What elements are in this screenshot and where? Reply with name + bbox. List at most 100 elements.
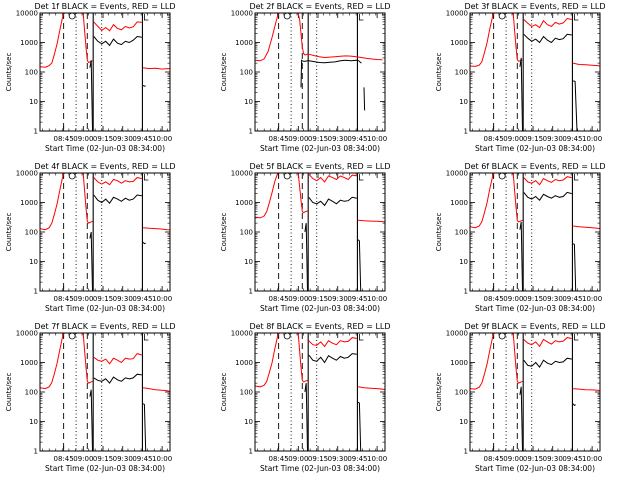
- panel-det-1: Det 1f BLACK = Events, RED = LLD Counts/s…: [0, 0, 200, 160]
- y-tick-label: 1: [464, 128, 468, 136]
- series-line-lld: [93, 177, 142, 186]
- x-tick-label: 10:00: [367, 295, 387, 303]
- axes: [40, 172, 170, 292]
- plot-frame: [469, 172, 601, 292]
- bracket-icon: [573, 334, 579, 341]
- series-line-lld: [143, 67, 170, 70]
- x-axis-label: Start Time (02-Jun-03 08:34:00): [45, 464, 165, 473]
- series-line-lld: [93, 353, 142, 365]
- x-tick-label: 10:00: [582, 455, 602, 463]
- y-tick-label: 100: [25, 389, 38, 397]
- panel-det-7: Det 7f BLACK = Events, RED = LLD Counts/s…: [0, 320, 200, 480]
- series-line-events: [93, 194, 142, 204]
- y-axis-label: Counts/sec: [220, 213, 228, 252]
- plot-frame: [39, 12, 171, 132]
- series-line-lld: [143, 387, 170, 392]
- y-tick-label: 1: [34, 448, 38, 456]
- chart-title: Det 7f BLACK = Events, RED = LLD: [34, 322, 175, 331]
- series-line-events: [304, 383, 308, 451]
- x-tick-label: 09:30: [328, 135, 348, 143]
- y-tick-label: 100: [240, 229, 253, 237]
- x-tick-label: 09:00: [73, 455, 93, 463]
- x-tick-label: 09:00: [288, 135, 308, 143]
- panel-det-4: Det 4f BLACK = Events, RED = LLD Counts/s…: [0, 160, 200, 320]
- series-line-events: [519, 386, 523, 451]
- x-tick-label: 09:45: [347, 135, 367, 143]
- x-axis-label: Start Time (02-Jun-03 08:34:00): [45, 144, 165, 153]
- x-tick-label: 08:45: [269, 135, 289, 143]
- x-tick-label: 09:15: [523, 455, 543, 463]
- y-tick-label: 100: [25, 229, 38, 237]
- series-line-events: [363, 87, 366, 111]
- x-axis-label: Start Time (02-Jun-03 08:34:00): [260, 304, 380, 313]
- y-tick-label: 1000: [20, 199, 38, 207]
- x-tick-label: 10:00: [582, 135, 602, 143]
- series-line-lld: [523, 17, 572, 29]
- series-line-events: [572, 403, 576, 407]
- x-tick-label: 09:30: [113, 455, 133, 463]
- bracket-icon: [143, 14, 149, 21]
- series-line-lld: [470, 13, 523, 67]
- y-axis-label: Counts/sec: [435, 213, 443, 252]
- y-tick-label: 1: [249, 128, 253, 136]
- series-line-events: [93, 373, 142, 384]
- y-axis-label: Counts/sec: [5, 373, 13, 412]
- x-tick-label: 09:30: [328, 295, 348, 303]
- x-axis-label: Start Time (02-Jun-03 08:34:00): [260, 144, 380, 153]
- y-tick-label: 10: [244, 418, 253, 426]
- chart-title: Det 1f BLACK = Events, RED = LLD: [34, 2, 175, 11]
- y-tick-label: 100: [240, 69, 253, 77]
- x-tick-label: 09:45: [562, 135, 582, 143]
- series-line-events: [89, 389, 93, 451]
- series-line-lld: [358, 219, 385, 223]
- y-tick-label: 10: [244, 98, 253, 106]
- bracket-icon: [143, 174, 149, 181]
- x-axis-label: Start Time (02-Jun-03 08:34:00): [45, 304, 165, 313]
- x-tick-label: 09:15: [93, 455, 113, 463]
- y-tick-label: 10000: [16, 330, 38, 338]
- x-tick-label: 08:45: [54, 135, 74, 143]
- x-tick-label: 09:15: [93, 135, 113, 143]
- series-line-events: [523, 33, 572, 44]
- marker-circle-icon: [68, 12, 76, 20]
- series-line-events: [89, 60, 93, 131]
- y-tick-label: 1: [34, 128, 38, 136]
- x-tick-label: 09:00: [288, 295, 308, 303]
- x-tick-label: 09:45: [132, 295, 152, 303]
- plot-frame: [254, 12, 386, 132]
- chart-svg: Det 3f BLACK = Events, RED = LLD Counts/s…: [435, 2, 606, 153]
- series-line-lld: [40, 13, 93, 68]
- y-tick-label: 10000: [231, 330, 253, 338]
- x-tick-label: 09:00: [503, 455, 523, 463]
- series-line-events: [142, 403, 147, 451]
- marker-circle-icon: [283, 12, 291, 20]
- series-line-events: [523, 191, 572, 201]
- series-line-lld: [40, 333, 93, 390]
- x-tick-label: 09:00: [73, 135, 93, 143]
- x-tick-label: 09:45: [132, 135, 152, 143]
- x-tick-label: 09:15: [308, 295, 328, 303]
- chart-svg: Det 9f BLACK = Events, RED = LLD Counts/s…: [435, 322, 606, 473]
- bracket-icon: [358, 174, 364, 181]
- y-tick-label: 10000: [446, 330, 468, 338]
- y-tick-label: 1000: [20, 359, 38, 367]
- chart-svg: Det 1f BLACK = Events, RED = LLD Counts/s…: [5, 2, 176, 153]
- x-tick-label: 09:30: [543, 135, 563, 143]
- x-tick-label: 09:45: [347, 295, 367, 303]
- x-axis-label: Start Time (02-Jun-03 08:34:00): [475, 144, 595, 153]
- y-tick-label: 100: [25, 69, 38, 77]
- y-tick-label: 10000: [16, 10, 38, 18]
- y-axis-label: Counts/sec: [5, 213, 13, 252]
- series-line-lld: [572, 62, 600, 67]
- series-line-lld: [255, 173, 308, 219]
- y-tick-label: 1000: [235, 359, 253, 367]
- x-tick-label: 08:45: [54, 295, 74, 303]
- marker-circle-icon: [283, 332, 291, 340]
- x-tick-label: 10:00: [152, 135, 172, 143]
- y-tick-label: 1: [249, 448, 253, 456]
- y-tick-label: 10: [459, 98, 468, 106]
- x-tick-label: 08:45: [484, 135, 504, 143]
- y-tick-label: 10: [29, 418, 38, 426]
- series-line-lld: [308, 337, 357, 348]
